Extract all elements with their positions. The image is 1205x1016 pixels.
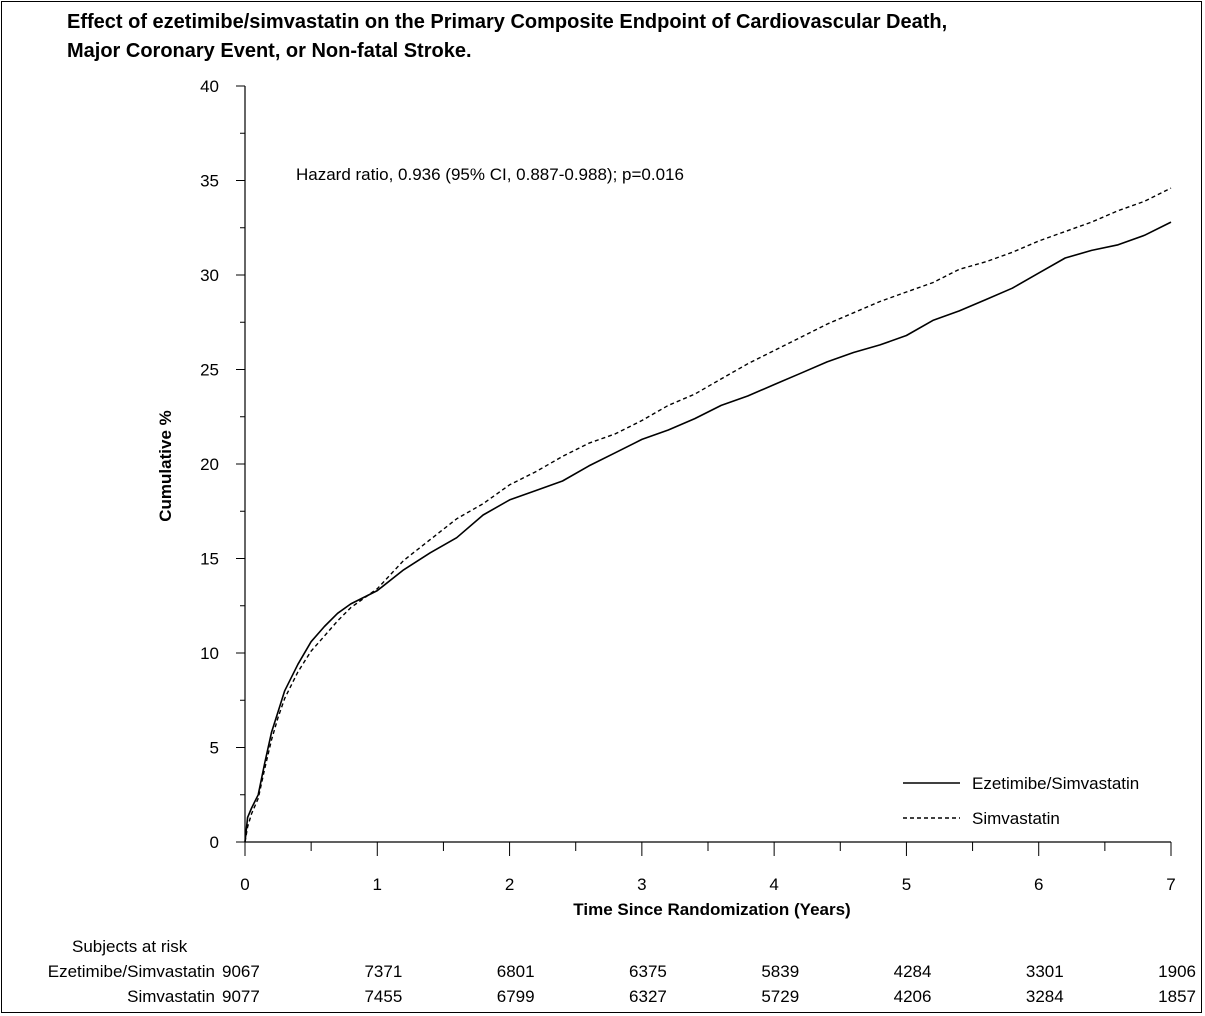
y-tick-label: 0 xyxy=(210,833,219,852)
x-tick-label: 5 xyxy=(902,875,911,894)
risk-value: 6799 xyxy=(496,987,535,1006)
y-tick-label: 35 xyxy=(200,172,219,191)
axes xyxy=(244,86,1171,843)
tick-marks: 0 5 10 15 20 25 30 35 40 0 1 2 3 4 5 6 7 xyxy=(200,77,1176,894)
risk-value: 4284 xyxy=(893,962,932,981)
y-tick-label: 40 xyxy=(200,77,219,96)
risk-value: 7371 xyxy=(364,962,403,981)
risk-value: 5839 xyxy=(761,962,800,981)
legend: Ezetimibe/Simvastatin Simvastatin xyxy=(903,774,1139,828)
series-line-ezetimibe-simvastatin xyxy=(244,221,1172,843)
risk-value: 6327 xyxy=(629,987,667,1006)
x-tick-label: 3 xyxy=(637,875,646,894)
hazard-ratio-annotation: Hazard ratio, 0.936 (95% CI, 0.887-0.988… xyxy=(296,165,684,184)
risk-table-header: Subjects at risk xyxy=(72,937,188,956)
risk-value: 6375 xyxy=(629,962,667,981)
y-tick-label: 10 xyxy=(200,644,219,663)
chart-title-line-1: Effect of ezetimibe/simvastatin on the P… xyxy=(67,11,948,33)
risk-row-label-simvastatin: Simvastatin xyxy=(127,987,215,1006)
risk-value: 6801 xyxy=(496,962,535,981)
y-tick-label: 25 xyxy=(200,361,219,380)
chart-title-line-2: Major Coronary Event, or Non-fatal Strok… xyxy=(67,40,472,62)
risk-value: 3284 xyxy=(1025,987,1064,1006)
legend-label-ezetimibe-simvastatin: Ezetimibe/Simvastatin xyxy=(972,774,1139,793)
y-tick-label: 15 xyxy=(200,550,219,569)
risk-value: 7455 xyxy=(364,987,403,1006)
x-tick-label: 7 xyxy=(1166,875,1175,894)
risk-value: 9077 xyxy=(222,987,260,1006)
x-tick-label: 0 xyxy=(240,875,249,894)
x-tick-label: 6 xyxy=(1034,875,1043,894)
x-tick-label: 2 xyxy=(505,875,514,894)
series-line-simvastatin xyxy=(244,187,1172,843)
y-tick-label: 5 xyxy=(210,739,219,758)
y-tick-label: 20 xyxy=(200,455,219,474)
risk-value: 3301 xyxy=(1025,962,1064,981)
x-tick-label: 1 xyxy=(373,875,382,894)
x-tick-label: 4 xyxy=(769,875,778,894)
legend-label-simvastatin: Simvastatin xyxy=(972,809,1060,828)
chart-title: Effect of ezetimibe/simvastatin on the P… xyxy=(67,8,1187,66)
y-axis-label: Cumulative % xyxy=(156,410,175,521)
risk-value: 1906 xyxy=(1158,962,1196,981)
risk-value: 1857 xyxy=(1158,987,1196,1006)
x-axis-label: Time Since Randomization (Years) xyxy=(573,900,850,919)
risk-value: 5729 xyxy=(761,987,800,1006)
y-tick-label: 30 xyxy=(200,266,219,285)
risk-value: 9067 xyxy=(222,962,260,981)
risk-value: 4206 xyxy=(893,987,932,1006)
risk-row-label-ezetimibe-simvastatin: Ezetimibe/Simvastatin xyxy=(47,962,215,981)
series-layer xyxy=(244,187,1172,843)
